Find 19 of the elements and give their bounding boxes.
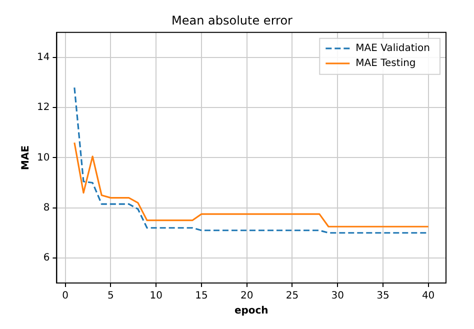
legend-label: MAE Testing bbox=[356, 58, 416, 69]
x-axis-title: epoch bbox=[234, 306, 268, 317]
x-tick-label: 35 bbox=[376, 290, 390, 302]
x-tick-label: 30 bbox=[331, 290, 344, 302]
y-tick-label: 14 bbox=[36, 52, 50, 64]
x-tick-label: 25 bbox=[286, 290, 299, 302]
x-tick-label: 40 bbox=[422, 290, 435, 302]
x-tick-label: 15 bbox=[195, 290, 208, 302]
y-axis-title: MAE bbox=[20, 145, 32, 170]
y-tick-label: 8 bbox=[43, 202, 50, 214]
y-tick-label: 6 bbox=[43, 252, 50, 264]
x-tick-label: 20 bbox=[240, 290, 254, 302]
x-tick-label: 10 bbox=[150, 290, 162, 302]
chart-title: Mean absolute error bbox=[172, 13, 293, 28]
x-tick-label: 0 bbox=[62, 290, 69, 302]
y-tick-label: 12 bbox=[36, 102, 50, 114]
y-tick-label: 10 bbox=[36, 152, 50, 164]
legend-label: MAE Validation bbox=[356, 42, 430, 54]
x-tick-label: 5 bbox=[108, 290, 114, 302]
